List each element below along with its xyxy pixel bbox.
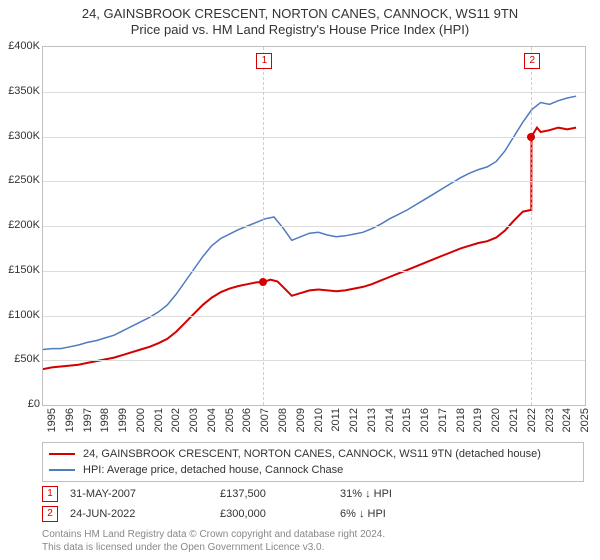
xtick-label: 1998 (99, 408, 111, 444)
sale-marker-1: 1 (42, 486, 70, 502)
gridline-h (43, 316, 585, 317)
gridline-h (43, 181, 585, 182)
plot-area: 12 (42, 46, 586, 406)
xtick-label: 2005 (224, 408, 236, 444)
footer-licence: This data is licensed under the Open Gov… (42, 541, 584, 554)
chart-container: 24, GAINSBROOK CRESCENT, NORTON CANES, C… (0, 0, 600, 560)
sale-dot-2 (527, 133, 535, 141)
sale-price-2: £300,000 (220, 508, 340, 520)
footer: Contains HM Land Registry data © Crown c… (42, 528, 584, 554)
sale-number-box-2: 2 (42, 506, 58, 522)
sales-table: 1 31-MAY-2007 £137,500 31% ↓ HPI 2 24-JU… (42, 484, 584, 524)
xtick-label: 2007 (259, 408, 271, 444)
ytick-label: £350K (0, 85, 40, 97)
gridline-h (43, 226, 585, 227)
xtick-label: 2025 (579, 408, 591, 444)
title-address: 24, GAINSBROOK CRESCENT, NORTON CANES, C… (0, 6, 600, 22)
sales-row-2: 2 24-JUN-2022 £300,000 6% ↓ HPI (42, 504, 584, 524)
sale-date-2: 24-JUN-2022 (70, 508, 220, 520)
xtick-label: 2023 (544, 408, 556, 444)
xtick-label: 2014 (384, 408, 396, 444)
xtick-label: 2020 (490, 408, 502, 444)
footer-copyright: Contains HM Land Registry data © Crown c… (42, 528, 584, 541)
sale-number-box-1: 1 (42, 486, 58, 502)
xtick-label: 2006 (241, 408, 253, 444)
title-subtitle: Price paid vs. HM Land Registry's House … (0, 22, 600, 38)
sale-delta-1: 31% ↓ HPI (340, 488, 460, 500)
xtick-label: 2000 (135, 408, 147, 444)
ytick-label: £200K (0, 219, 40, 231)
xtick-label: 2018 (455, 408, 467, 444)
xtick-label: 1995 (46, 408, 58, 444)
xtick-label: 2011 (330, 408, 342, 444)
gridline-h (43, 360, 585, 361)
ytick-label: £150K (0, 264, 40, 276)
xtick-label: 1997 (82, 408, 94, 444)
xtick-label: 2013 (366, 408, 378, 444)
sale-dot-1 (259, 278, 267, 286)
ytick-label: £0 (0, 398, 40, 410)
sale-marker-box-1: 1 (256, 53, 272, 69)
ytick-label: £300K (0, 130, 40, 142)
xtick-label: 2015 (401, 408, 413, 444)
sale-delta-2: 6% ↓ HPI (340, 508, 460, 520)
ytick-label: £250K (0, 174, 40, 186)
gridline-h (43, 92, 585, 93)
sale-price-1: £137,500 (220, 488, 340, 500)
xtick-label: 2021 (508, 408, 520, 444)
legend-row-property: 24, GAINSBROOK CRESCENT, NORTON CANES, C… (49, 446, 577, 462)
xtick-label: 2024 (561, 408, 573, 444)
ytick-label: £400K (0, 40, 40, 52)
legend-row-hpi: HPI: Average price, detached house, Cann… (49, 462, 577, 478)
series-line-hpi (43, 96, 576, 349)
xtick-label: 2012 (348, 408, 360, 444)
ytick-label: £50K (0, 353, 40, 365)
xtick-label: 2017 (437, 408, 449, 444)
sale-vline-1 (263, 47, 264, 405)
series-line-property (43, 128, 576, 370)
xtick-label: 2004 (206, 408, 218, 444)
legend-swatch-hpi (49, 469, 75, 471)
xtick-label: 2019 (472, 408, 484, 444)
xtick-label: 1996 (64, 408, 76, 444)
gridline-h (43, 271, 585, 272)
xtick-label: 2022 (526, 408, 538, 444)
legend-label-hpi: HPI: Average price, detached house, Cann… (83, 464, 343, 476)
ytick-label: £100K (0, 309, 40, 321)
sale-date-1: 31-MAY-2007 (70, 488, 220, 500)
sale-marker-box-2: 2 (524, 53, 540, 69)
xtick-label: 2001 (153, 408, 165, 444)
sale-marker-2: 2 (42, 506, 70, 522)
xtick-label: 1999 (117, 408, 129, 444)
xtick-label: 2003 (188, 408, 200, 444)
xtick-label: 2008 (277, 408, 289, 444)
xtick-label: 2010 (313, 408, 325, 444)
legend-box: 24, GAINSBROOK CRESCENT, NORTON CANES, C… (42, 442, 584, 482)
xtick-label: 2009 (295, 408, 307, 444)
gridline-h (43, 137, 585, 138)
xtick-label: 2016 (419, 408, 431, 444)
sale-vline-2 (531, 47, 532, 405)
legend-swatch-property (49, 453, 75, 455)
legend-label-property: 24, GAINSBROOK CRESCENT, NORTON CANES, C… (83, 448, 541, 460)
title-block: 24, GAINSBROOK CRESCENT, NORTON CANES, C… (0, 0, 600, 39)
xtick-label: 2002 (170, 408, 182, 444)
sales-row-1: 1 31-MAY-2007 £137,500 31% ↓ HPI (42, 484, 584, 504)
